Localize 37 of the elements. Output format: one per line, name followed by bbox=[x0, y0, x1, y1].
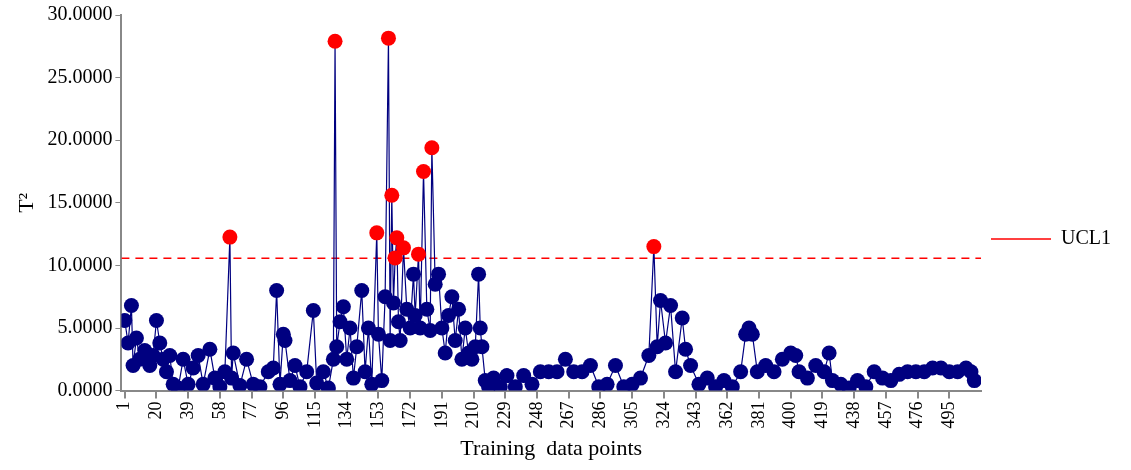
x-tick-label: 324 bbox=[652, 401, 673, 429]
y-tick-label: 30.0000 bbox=[47, 2, 113, 25]
x-tick-label: 400 bbox=[779, 401, 800, 429]
x-tick-label: 362 bbox=[716, 401, 737, 429]
x-tick-label: 153 bbox=[367, 401, 388, 429]
y-tick-label: 15.0000 bbox=[47, 190, 113, 213]
x-tick-label: 419 bbox=[811, 401, 832, 429]
x-tick-label: 20 bbox=[145, 401, 166, 420]
x-tick-label: 39 bbox=[176, 401, 197, 420]
x-tick-label: 267 bbox=[557, 401, 578, 429]
x-tick-label: 343 bbox=[684, 401, 705, 429]
x-tick-label: 229 bbox=[494, 401, 515, 429]
legend-label: UCL1 bbox=[1061, 226, 1111, 249]
x-tick-label: 1 bbox=[113, 401, 134, 411]
x-tick-label: 96 bbox=[272, 401, 293, 420]
x-tick-label: 248 bbox=[525, 401, 546, 429]
x-tick-label: 286 bbox=[589, 401, 610, 429]
y-tick-label: 5.0000 bbox=[57, 315, 113, 338]
x-tick-label: 134 bbox=[335, 401, 356, 429]
x-tick-label: 476 bbox=[906, 401, 927, 429]
x-tick-label: 381 bbox=[747, 401, 768, 429]
x-tick-label: 191 bbox=[430, 401, 451, 429]
y-axis-title: T² bbox=[12, 192, 38, 213]
x-tick-label: 115 bbox=[303, 401, 324, 428]
y-tick-label: 25.0000 bbox=[47, 64, 113, 87]
y-tick-label: 10.0000 bbox=[47, 252, 113, 275]
x-tick-label: 495 bbox=[938, 401, 959, 429]
x-tick-label: 210 bbox=[462, 401, 483, 429]
x-tick-label: 77 bbox=[240, 401, 261, 420]
x-tick-label: 438 bbox=[842, 401, 863, 429]
y-tick-label: 20.0000 bbox=[47, 127, 113, 150]
x-tick-label: 305 bbox=[620, 401, 641, 429]
x-tick-label: 457 bbox=[874, 401, 895, 429]
x-tick-label: 172 bbox=[398, 401, 419, 429]
x-tick-label: 58 bbox=[208, 401, 229, 420]
x-axis-title: Training data points bbox=[460, 434, 643, 460]
y-tick-label: 0.0000 bbox=[57, 377, 113, 400]
